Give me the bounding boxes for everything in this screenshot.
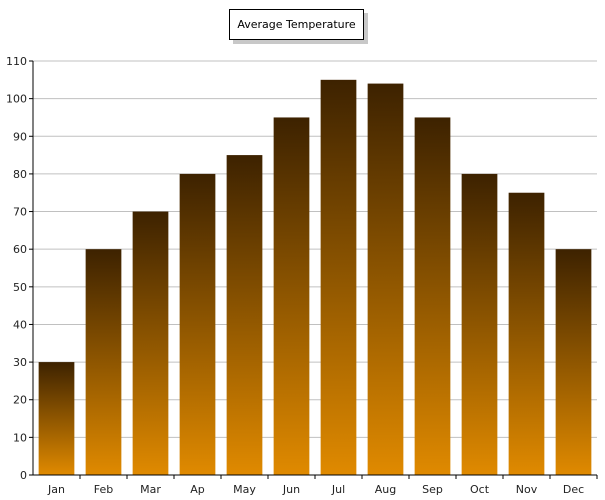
tick-labels: 0 10 20 30 40 50 60 70 80 90 100 110 Jan Feb Mar Ap May J… — [6, 55, 584, 496]
bar-jul — [320, 79, 357, 476]
x-tick-label: Mar — [140, 483, 161, 496]
bar-series — [38, 79, 592, 476]
x-tick-label: Jun — [282, 483, 300, 496]
y-tick-label: 0 — [20, 469, 27, 482]
x-tick-label: Nov — [516, 483, 538, 496]
legend-label: Average Temperature — [237, 18, 356, 31]
y-tick-label: 30 — [13, 356, 27, 369]
x-tick-label: Feb — [94, 483, 113, 496]
bar-jun — [273, 117, 310, 476]
y-tick-label: 110 — [6, 55, 27, 68]
y-tick-label: 80 — [13, 168, 27, 181]
x-tick-label: Aug — [375, 483, 396, 496]
bar-nov — [508, 192, 545, 475]
bar-sep — [414, 117, 451, 476]
y-tick-label: 100 — [6, 93, 27, 106]
x-tick-label: Sep — [422, 483, 443, 496]
bar-dec — [555, 249, 592, 475]
y-tick-label: 40 — [13, 318, 27, 331]
y-tick-label: 60 — [13, 243, 27, 256]
chart-legend: Average Temperature — [229, 9, 364, 40]
bar-oct — [461, 173, 498, 475]
x-tick-label: Jul — [331, 483, 345, 496]
bar-jan — [38, 362, 75, 475]
bar-may — [226, 155, 263, 475]
y-tick-label: 90 — [13, 130, 27, 143]
grid-lines — [33, 60, 597, 438]
x-tick-label: May — [233, 483, 256, 496]
y-tick-label: 50 — [13, 281, 27, 294]
x-tick-label: Ap — [190, 483, 205, 496]
axes — [29, 60, 598, 479]
bar-mar — [132, 211, 169, 475]
y-tick-label: 10 — [13, 431, 27, 444]
bar-feb — [85, 249, 122, 475]
bar-ap — [179, 173, 216, 475]
x-tick-label: Oct — [470, 483, 490, 496]
y-tick-label: 20 — [13, 394, 27, 407]
bar-aug — [367, 83, 404, 475]
x-tick-label: Dec — [563, 483, 584, 496]
x-tick-label: Jan — [47, 483, 65, 496]
y-tick-label: 70 — [13, 206, 27, 219]
